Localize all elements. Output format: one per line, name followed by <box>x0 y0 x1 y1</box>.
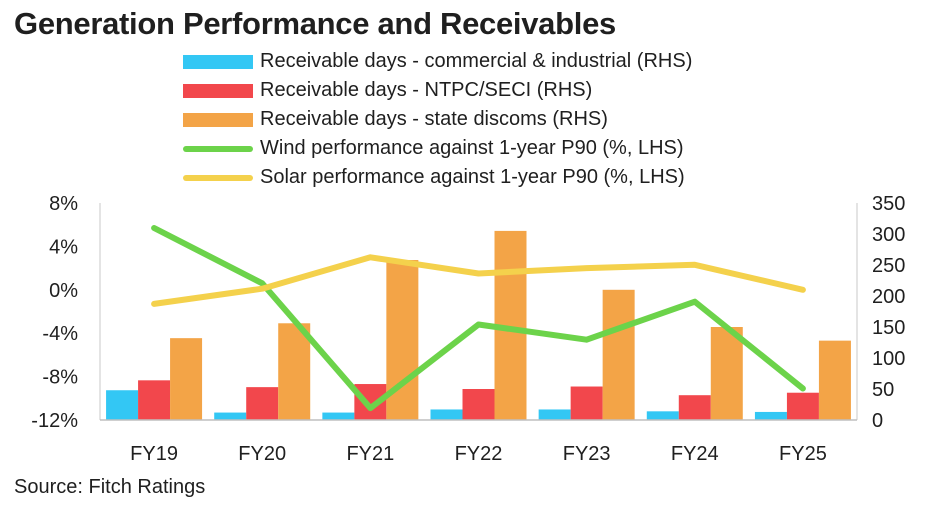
bar-state-discoms <box>710 327 743 420</box>
bar-commercial-industrial <box>754 411 787 420</box>
bar-commercial-industrial <box>646 411 679 420</box>
bar-ntpc-seci <box>786 392 819 420</box>
legend-label: Receivable days - commercial & industria… <box>260 50 693 72</box>
bar-ntpc-seci <box>246 387 279 420</box>
bar-state-discoms <box>278 323 311 420</box>
legend-label: Wind performance against 1-year P90 (%, … <box>260 137 684 159</box>
left-axis-tick-label: -12% <box>31 410 78 432</box>
x-axis-tick-label: FY22 <box>455 443 503 465</box>
right-axis-tick-label: 100 <box>872 348 905 370</box>
x-axis-tick-label: FY25 <box>779 443 827 465</box>
bar-commercial-industrial <box>322 412 355 420</box>
left-axis-tick-label: 8% <box>49 193 78 215</box>
chart-title: Generation Performance and Receivables <box>14 6 616 41</box>
bar-commercial-industrial <box>106 390 139 420</box>
bar-ntpc-seci <box>678 395 711 420</box>
legend-swatch-ntpc-seci <box>183 83 253 98</box>
bar-ntpc-seci <box>138 380 171 420</box>
legend-label: Receivable days - state discoms (RHS) <box>260 108 608 130</box>
x-axis-tick-label: FY21 <box>346 443 394 465</box>
legend-label: Receivable days - NTPC/SECI (RHS) <box>260 79 593 101</box>
wind-line <box>151 225 806 412</box>
bar-state-discoms <box>818 340 851 420</box>
legend-item-ntpc-seci: Receivable days - NTPC/SECI (RHS) <box>183 76 692 105</box>
x-axis-tick-label: FY24 <box>671 443 719 465</box>
right-axis-tick-label: 250 <box>872 255 905 277</box>
solar-line <box>151 254 806 307</box>
bar-commercial-industrial <box>214 412 247 420</box>
right-axis-tick-label: 350 <box>872 193 905 215</box>
x-axis-tick-label: FY20 <box>238 443 286 465</box>
legend-label: Solar performance against 1-year P90 (%,… <box>260 166 685 188</box>
source-note: Source: Fitch Ratings <box>14 476 206 498</box>
legend-item-wind: Wind performance against 1-year P90 (%, … <box>183 134 692 163</box>
x-axis-tick-label: FY23 <box>563 443 611 465</box>
right-axis-tick-label: 200 <box>872 286 905 308</box>
right-axis-tick-label: 300 <box>872 224 905 246</box>
legend-swatch-commercial-industrial <box>183 54 253 69</box>
right-axis-tick-label: 0 <box>872 410 883 432</box>
left-axis-tick-label: 4% <box>49 236 78 258</box>
legend-item-state-discoms: Receivable days - state discoms (RHS) <box>183 105 692 134</box>
left-axis-tick-label: 0% <box>49 280 78 302</box>
bar-state-discoms <box>170 338 203 420</box>
bar-state-discoms <box>602 289 635 420</box>
right-axis-tick-label: 150 <box>872 317 905 339</box>
left-axis-tick-label: -4% <box>42 323 78 345</box>
legend-item-commercial-industrial: Receivable days - commercial & industria… <box>183 47 692 76</box>
right-axis-tick-label: 50 <box>872 379 894 401</box>
bar-ntpc-seci <box>462 389 495 420</box>
bar-commercial-industrial <box>538 409 571 420</box>
legend: Receivable days - commercial & industria… <box>183 47 692 192</box>
bar-ntpc-seci <box>570 386 603 420</box>
legend-item-solar: Solar performance against 1-year P90 (%,… <box>183 163 692 192</box>
bar-state-discoms <box>386 260 419 420</box>
legend-swatch-state-discoms <box>183 112 253 127</box>
bar-commercial-industrial <box>430 409 463 420</box>
left-axis-tick-label: -8% <box>42 367 78 389</box>
x-axis-tick-label: FY19 <box>130 443 178 465</box>
legend-swatch-wind <box>183 145 253 152</box>
legend-swatch-solar <box>183 174 253 181</box>
